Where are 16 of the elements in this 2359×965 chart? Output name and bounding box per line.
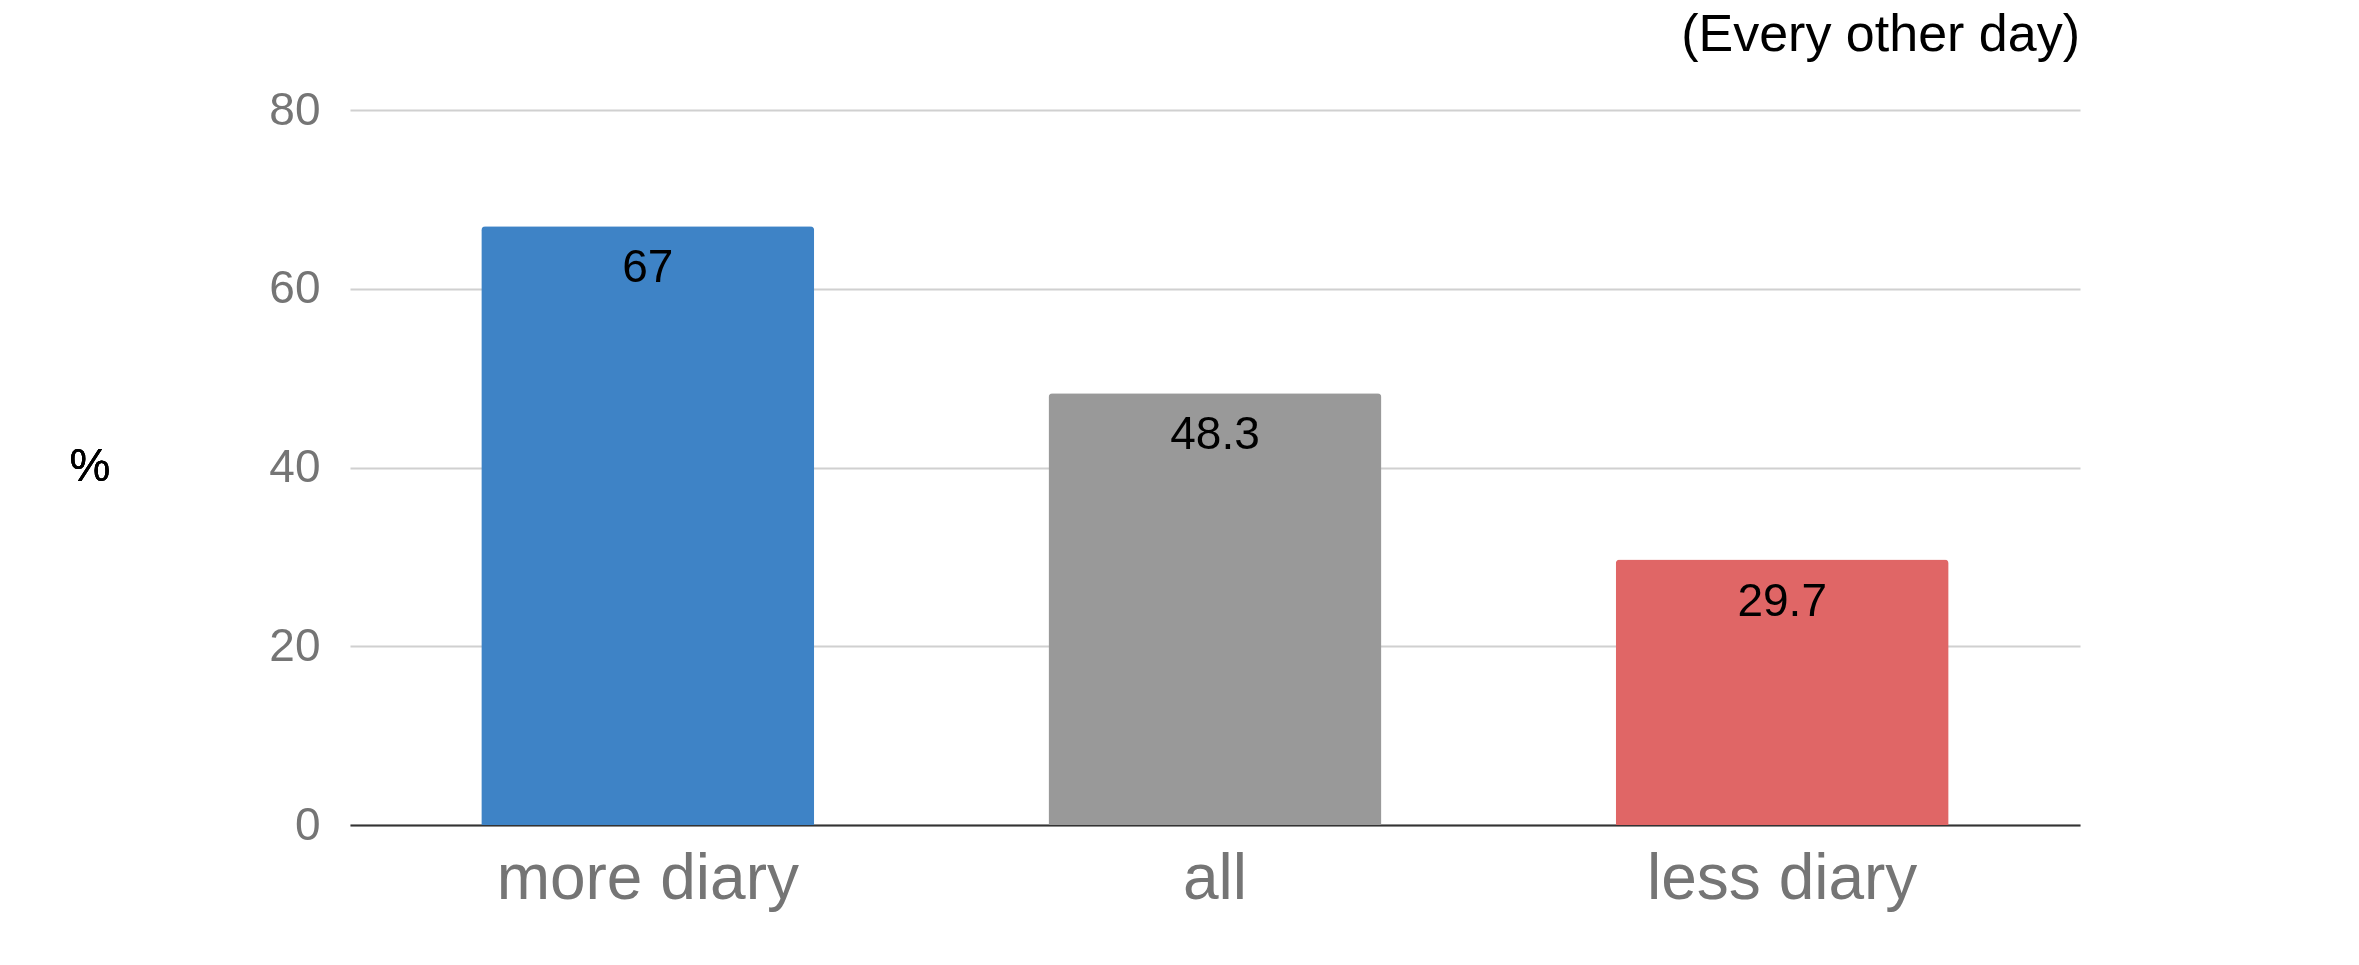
bar: [1048, 393, 1382, 825]
y-tick-label: 40: [269, 440, 321, 492]
x-tick-label: all: [1182, 840, 1248, 913]
data-label: 67: [622, 240, 674, 293]
y-tick-label: 20: [269, 618, 321, 671]
y-axis-title: %: [69, 439, 111, 491]
bar: [481, 226, 815, 825]
chart-title: (Every other day): [1681, 4, 2080, 62]
y-tick-label: 80: [269, 82, 321, 135]
x-tick-label: more diary: [496, 840, 799, 913]
y-tick-label: 0: [294, 797, 321, 850]
data-label: 48.3: [1170, 407, 1260, 460]
y-tick-label: 60: [269, 261, 321, 314]
data-label: 29.7: [1737, 573, 1827, 626]
x-tick-label: less diary: [1647, 840, 1918, 913]
bar: [1615, 559, 1949, 825]
